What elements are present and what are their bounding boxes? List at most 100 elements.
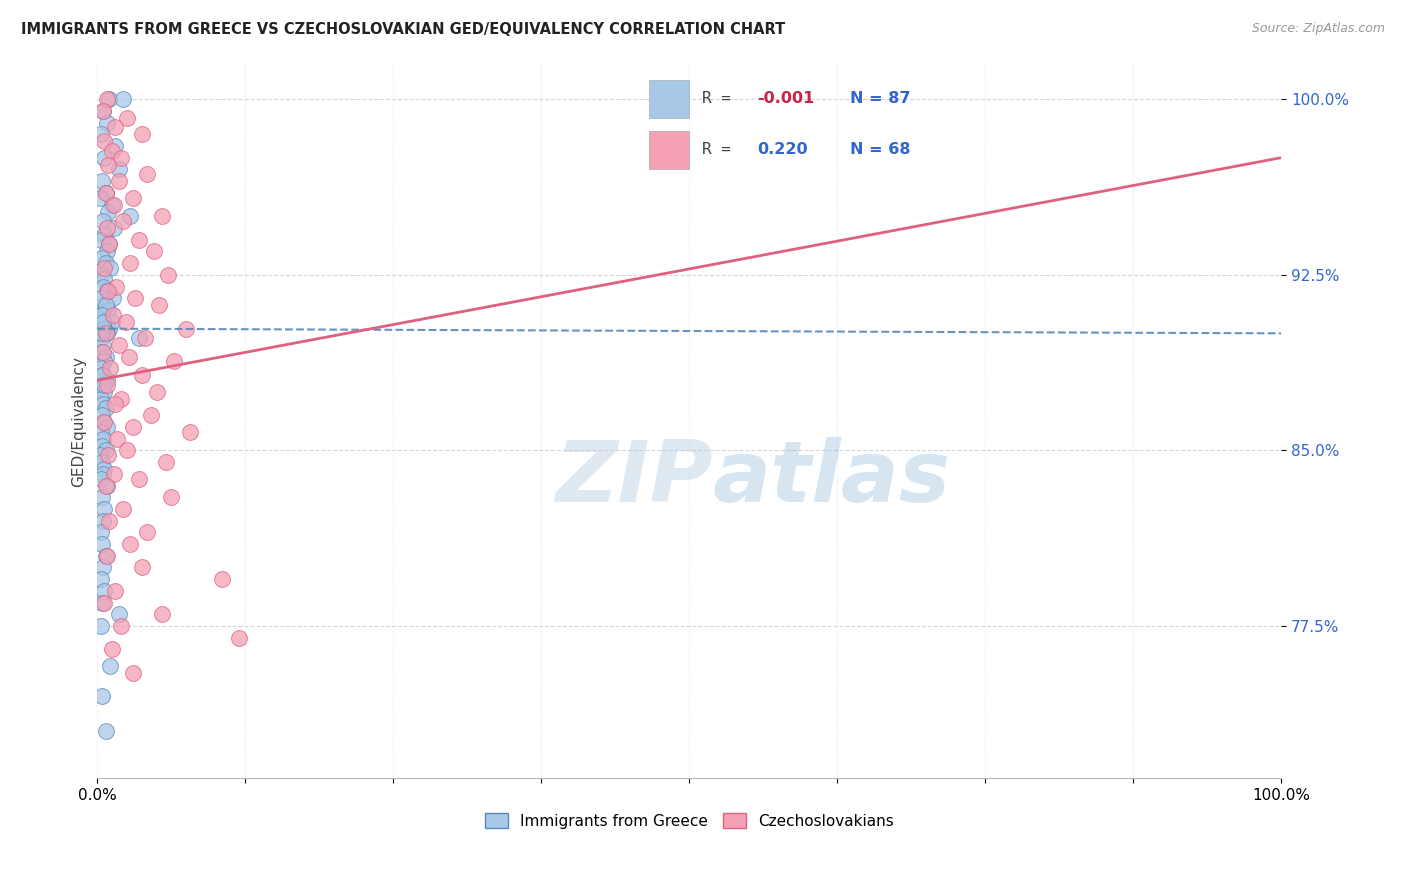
Text: Source: ZipAtlas.com: Source: ZipAtlas.com (1251, 22, 1385, 36)
Point (91, 326, 114, 341)
Point (96, 377, 118, 392)
Point (163, 354, 186, 368)
Point (131, 560, 153, 574)
Point (105, 279, 128, 293)
Point (101, 291, 124, 305)
Point (97, 204, 120, 219)
Point (124, 291, 146, 305)
Point (91, 345, 114, 359)
Point (139, 409, 162, 423)
Point (97, 158, 120, 172)
Point (90, 331, 112, 345)
Point (145, 384, 167, 399)
Point (91, 338, 114, 352)
Point (91, 439, 114, 453)
Point (107, 607, 129, 622)
Text: atlas: atlas (713, 437, 950, 520)
Point (93, 415, 115, 429)
Point (93, 462, 115, 476)
Point (91, 315, 114, 329)
Point (115, 111, 138, 125)
Point (128, 233, 150, 247)
Point (96, 284, 118, 298)
Point (136, 167, 159, 181)
Text: R =: R = (702, 91, 740, 106)
Point (101, 308, 124, 322)
Text: IMMIGRANTS FROM GREECE VS CZECHOSLOVAKIAN GED/EQUIVALENCY CORRELATION CHART: IMMIGRANTS FROM GREECE VS CZECHOSLOVAKIA… (21, 22, 786, 37)
Point (89, 190, 111, 204)
Bar (650, 130, 689, 169)
Point (100, 315, 122, 329)
Legend: Immigrants from Greece, Czechoslovakians: Immigrants from Greece, Czechoslovakians (478, 806, 900, 835)
Point (91, 252, 114, 266)
Point (120, 209, 142, 223)
Point (96, 244, 118, 259)
Point (89, 308, 111, 322)
Point (94, 186, 117, 200)
Point (90, 291, 112, 305)
Text: N = 87: N = 87 (851, 91, 911, 106)
Bar (650, 79, 689, 118)
Point (131, 128, 153, 142)
Point (112, 214, 135, 228)
Point (93, 321, 115, 335)
Point (94, 401, 117, 416)
Point (120, 256, 142, 270)
Point (136, 525, 159, 540)
Point (97, 284, 120, 298)
Point (93, 315, 115, 329)
Point (90, 361, 112, 376)
Point (118, 350, 141, 364)
Point (94, 350, 117, 364)
Point (93, 260, 115, 275)
Point (228, 631, 250, 645)
Point (98, 237, 121, 252)
Point (112, 502, 135, 516)
Point (91, 368, 114, 383)
Point (93, 227, 115, 242)
Point (115, 443, 138, 458)
Point (91, 368, 114, 383)
Point (98, 321, 121, 335)
Point (121, 190, 143, 204)
Point (91, 214, 114, 228)
Point (100, 197, 122, 211)
Point (143, 244, 166, 259)
Point (91, 345, 114, 359)
Point (93, 415, 115, 429)
Point (93, 151, 115, 165)
Point (94, 256, 117, 270)
Point (96, 92, 118, 106)
Point (91, 321, 114, 335)
Point (128, 331, 150, 345)
Point (91, 467, 114, 481)
Point (107, 338, 129, 352)
Point (90, 268, 112, 282)
Point (131, 368, 153, 383)
Point (90, 572, 112, 586)
Point (100, 361, 122, 376)
Point (91, 596, 114, 610)
Point (100, 260, 122, 275)
Point (104, 120, 127, 135)
Point (90, 425, 112, 439)
Point (96, 326, 118, 341)
Point (93, 354, 115, 368)
Text: ZIP: ZIP (555, 437, 713, 520)
Point (103, 221, 125, 235)
Point (152, 209, 174, 223)
Point (104, 139, 127, 153)
Point (98, 92, 121, 106)
Point (98, 237, 121, 252)
Point (134, 331, 156, 345)
Point (91, 690, 114, 704)
Point (90, 392, 112, 406)
Point (91, 174, 114, 188)
Point (96, 478, 118, 492)
Point (174, 321, 197, 335)
Point (148, 298, 170, 312)
Point (98, 514, 121, 528)
Point (112, 92, 135, 106)
Point (104, 583, 127, 598)
Point (93, 134, 115, 148)
